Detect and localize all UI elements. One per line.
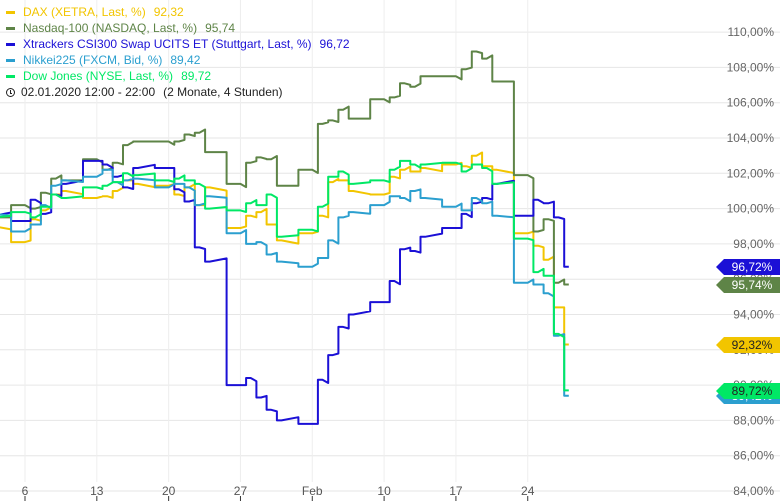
end-badge-shape: [716, 337, 780, 353]
end-badge-shape: [716, 277, 780, 293]
x-tick-label: 27: [234, 484, 248, 498]
x-tick-label: 24: [521, 484, 535, 498]
series-line-2: [0, 159, 569, 425]
y-tick-label: 102,00%: [727, 166, 775, 180]
legend-last-value: 92,32: [153, 5, 184, 19]
series-line-1: [0, 50, 569, 286]
legend: DAX (XETRA, Last, %) 92,32 Nasdaq-100 (N…: [6, 4, 350, 100]
end-badge-label: 92,32%: [732, 338, 773, 352]
series-line-3: [0, 168, 569, 397]
y-tick-label: 86,00%: [733, 449, 774, 463]
end-badge-1: 95,74%: [716, 277, 780, 293]
legend-last-value: 96,72: [319, 37, 350, 51]
end-badge-label: 89,72%: [732, 384, 773, 398]
y-tick-label: 108,00%: [727, 60, 775, 74]
y-tick-label: 88,00%: [733, 413, 774, 427]
period-row: 02.01.2020 12:00 - 22:00 (2 Monate, 4 St…: [6, 84, 350, 100]
y-tick-label: 106,00%: [727, 96, 775, 110]
x-axis: 6 13 20 27 Feb 10 17 24: [22, 484, 535, 501]
legend-swatch: [6, 74, 15, 78]
legend-swatch: [6, 58, 15, 62]
legend-label: Xtrackers CSI300 Swap UCITS ET (Stuttgar…: [23, 37, 312, 51]
x-tick-label: 10: [377, 484, 391, 498]
legend-item-nikkei[interactable]: Nikkei225 (FXCM, Bid, %) 89,42: [6, 52, 350, 68]
x-tick-label: Feb: [302, 484, 323, 498]
legend-item-dax[interactable]: DAX (XETRA, Last, %) 92,32: [6, 4, 350, 20]
y-tick-label: 110,00%: [728, 25, 775, 39]
series-lines: [0, 50, 569, 425]
series-line-0: [0, 151, 569, 346]
end-badge-0: 92,32%: [716, 337, 780, 353]
legend-swatch: [6, 42, 15, 46]
series-line-4: [0, 159, 569, 392]
y-tick-label: 100,00%: [727, 202, 775, 216]
period-range: 02.01.2020 12:00 - 22:00: [21, 85, 156, 99]
end-badge-shape: [716, 259, 780, 275]
legend-label: Nasdaq-100 (NASDAQ, Last, %): [23, 21, 198, 35]
end-badge-label: 96,72%: [732, 260, 773, 274]
end-badge-label: 95,74%: [732, 278, 773, 292]
legend-swatch: [6, 26, 15, 30]
x-tick-label: 6: [22, 484, 29, 498]
legend-last-value: 89,42: [170, 53, 201, 67]
x-tick-label: 13: [90, 484, 104, 498]
end-value-badges: 96,72%95,74%92,32%89,42%89,72%: [716, 259, 780, 404]
x-tick-label: 17: [449, 484, 463, 498]
legend-last-value: 89,72: [181, 69, 212, 83]
y-tick-label: 98,00%: [733, 237, 774, 251]
clock-icon: [6, 87, 15, 97]
y-tick-label: 84,00%: [733, 484, 774, 498]
x-tick-label: 20: [162, 484, 176, 498]
y-tick-label: 104,00%: [727, 131, 775, 145]
legend-item-nasdaq[interactable]: Nasdaq-100 (NASDAQ, Last, %) 95,74: [6, 20, 350, 36]
legend-swatch: [6, 10, 15, 14]
y-tick-label: 94,00%: [733, 308, 774, 322]
end-badge-shape: [716, 383, 780, 399]
end-badge-4: 89,72%: [716, 383, 780, 399]
legend-label: Nikkei225 (FXCM, Bid, %): [23, 53, 163, 67]
legend-item-csi300[interactable]: Xtrackers CSI300 Swap UCITS ET (Stuttgar…: [6, 36, 350, 52]
end-badge-2: 96,72%: [716, 259, 780, 275]
legend-label: Dow Jones (NYSE, Last, %): [23, 69, 174, 83]
legend-item-dowjones[interactable]: Dow Jones (NYSE, Last, %) 89,72: [6, 68, 350, 84]
period-duration: (2 Monate, 4 Stunden): [163, 85, 283, 99]
legend-label: DAX (XETRA, Last, %): [23, 5, 146, 19]
legend-last-value: 95,74: [205, 21, 236, 35]
